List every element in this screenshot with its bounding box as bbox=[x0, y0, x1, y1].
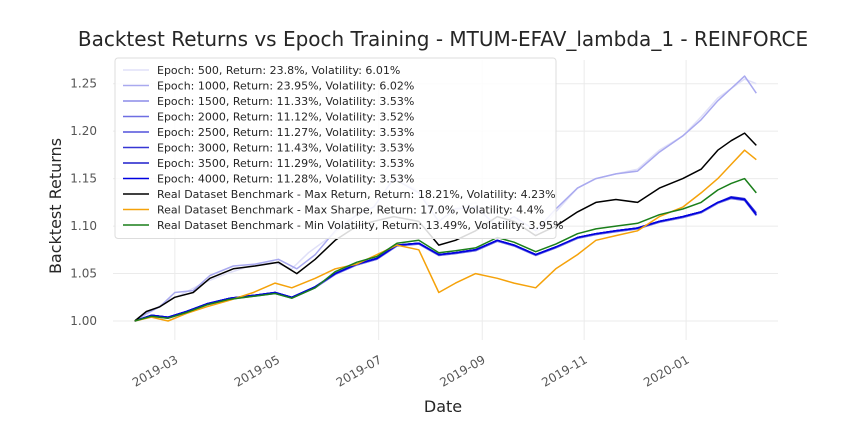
legend-entry: Epoch: 3500, Return: 11.29%, Volatility:… bbox=[157, 157, 414, 170]
legend-entry: Real Dataset Benchmark - Min Volatility,… bbox=[157, 219, 563, 232]
y-tick-label: 1.15 bbox=[70, 172, 97, 186]
y-axis-label: Backtest Returns bbox=[46, 138, 65, 274]
series-line-8 bbox=[134, 132, 757, 322]
legend-entry: Epoch: 3000, Return: 11.43%, Volatility:… bbox=[157, 142, 414, 155]
x-tick-label: 2019-05 bbox=[232, 352, 282, 389]
y-tick-label: 1.00 bbox=[70, 314, 97, 328]
legend-entry: Real Dataset Benchmark - Max Sharpe, Ret… bbox=[157, 204, 544, 217]
legend-entry: Epoch: 500, Return: 23.8%, Volatility: 6… bbox=[157, 64, 400, 77]
y-tick-label: 1.25 bbox=[70, 77, 97, 91]
x-tick-label: 2019-03 bbox=[130, 352, 180, 389]
legend-box bbox=[114, 57, 557, 239]
legend-entry: Epoch: 1000, Return: 23.95%, Volatility:… bbox=[157, 80, 414, 93]
legend: Epoch: 500, Return: 23.8%, Volatility: 6… bbox=[114, 57, 563, 239]
x-tick-label: 2020-01 bbox=[641, 352, 691, 389]
legend-entry: Epoch: 2000, Return: 11.12%, Volatility:… bbox=[157, 111, 414, 124]
legend-entry: Epoch: 1500, Return: 11.33%, Volatility:… bbox=[157, 95, 414, 108]
x-axis-label: Date bbox=[424, 397, 462, 416]
x-tick-label: 2019-07 bbox=[334, 352, 384, 389]
legend-entry: Epoch: 2500, Return: 11.27%, Volatility:… bbox=[157, 126, 414, 139]
y-tick-label: 1.20 bbox=[70, 124, 97, 138]
series-line-10 bbox=[134, 177, 757, 322]
chart-title: Backtest Returns vs Epoch Training - MTU… bbox=[78, 27, 808, 51]
x-tick-label: 2019-11 bbox=[539, 352, 589, 389]
legend-entry: Real Dataset Benchmark - Max Return, Ret… bbox=[157, 188, 556, 201]
y-tick-label: 1.10 bbox=[70, 219, 97, 233]
y-tick-label: 1.05 bbox=[70, 267, 97, 281]
x-tick-label: 2019-09 bbox=[437, 352, 487, 389]
legend-entry: Epoch: 4000, Return: 11.28%, Volatility:… bbox=[157, 173, 414, 186]
